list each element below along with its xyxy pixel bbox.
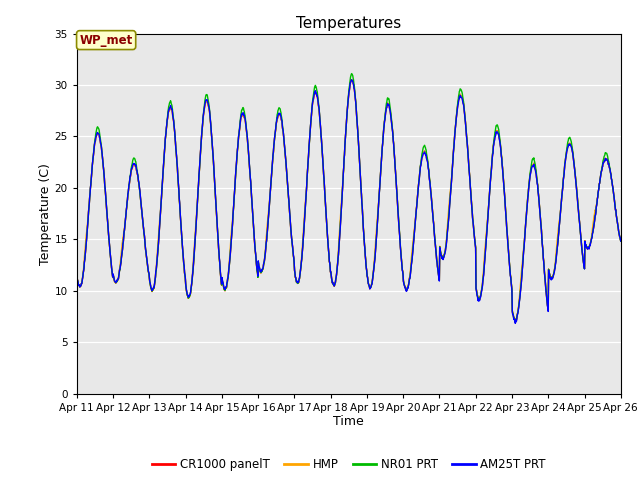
Legend: CR1000 panelT, HMP, NR01 PRT, AM25T PRT: CR1000 panelT, HMP, NR01 PRT, AM25T PRT (147, 454, 550, 476)
NR01 PRT (505, 249, 513, 255)
Title: Temperatures: Temperatures (296, 16, 401, 31)
HMP (73, 273, 81, 279)
AM25T PRT (194, 193, 202, 199)
Line: CR1000 panelT: CR1000 panelT (77, 80, 621, 323)
HMP (434, 263, 442, 269)
AM25T PRT (511, 321, 519, 326)
Line: NR01 PRT: NR01 PRT (77, 73, 621, 322)
X-axis label: Time: Time (333, 415, 364, 429)
CR1000 panelT (434, 263, 442, 269)
HMP (505, 249, 513, 255)
NR01 PRT (617, 239, 625, 244)
NR01 PRT (511, 319, 519, 324)
CR1000 panelT (617, 238, 625, 244)
HMP (255, 262, 262, 267)
HMP (180, 270, 188, 276)
AM25T PRT (617, 238, 625, 244)
NR01 PRT (73, 273, 81, 279)
CR1000 panelT (505, 249, 513, 255)
CR1000 panelT (255, 262, 262, 268)
NR01 PRT (434, 263, 442, 269)
Line: HMP: HMP (77, 80, 621, 322)
HMP (348, 77, 355, 83)
NR01 PRT (180, 270, 188, 276)
NR01 PRT (194, 194, 202, 200)
CR1000 panelT (73, 273, 81, 279)
AM25T PRT (505, 250, 513, 256)
AM25T PRT (348, 77, 355, 83)
CR1000 panelT (180, 270, 188, 276)
AM25T PRT (180, 269, 188, 275)
AM25T PRT (553, 248, 561, 254)
HMP (511, 319, 519, 325)
AM25T PRT (255, 261, 262, 267)
NR01 PRT (348, 71, 355, 76)
CR1000 panelT (348, 77, 355, 83)
NR01 PRT (255, 262, 262, 267)
HMP (553, 240, 561, 246)
AM25T PRT (73, 273, 81, 279)
NR01 PRT (553, 248, 561, 253)
CR1000 panelT (511, 320, 519, 325)
HMP (194, 193, 202, 199)
HMP (617, 238, 625, 244)
Y-axis label: Temperature (C): Temperature (C) (39, 163, 52, 264)
CR1000 panelT (553, 248, 561, 253)
AM25T PRT (434, 264, 442, 270)
Line: AM25T PRT: AM25T PRT (77, 80, 621, 324)
Text: WP_met: WP_met (79, 34, 132, 47)
CR1000 panelT (194, 194, 202, 200)
